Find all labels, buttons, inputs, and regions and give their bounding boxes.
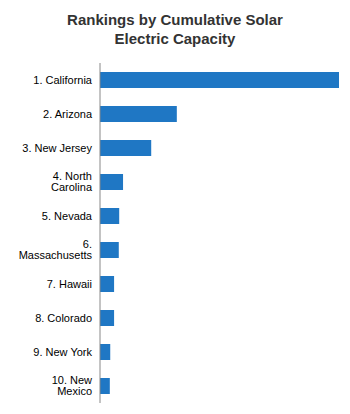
svg-text:10. NewMexico: 10. NewMexico [52, 374, 92, 397]
svg-text:9. New York: 9. New York [33, 346, 92, 358]
svg-text:3. New Jersey: 3. New Jersey [22, 142, 92, 154]
html-text:Rankings by Cumulative Solar E: Rankings by Cumulative Solar Electric Ca… [67, 11, 283, 47]
svg-text:4. NorthCarolina: 4. NorthCarolina [51, 170, 93, 193]
svg-text:8. Colorado: 8. Colorado [35, 312, 92, 324]
svg-text:6.Massachusetts: 6.Massachusetts [19, 238, 93, 261]
svg-text:1. California: 1. California [33, 74, 93, 86]
svg-text:7. Hawaii: 7. Hawaii [47, 278, 92, 290]
svg-text:5. Nevada: 5. Nevada [42, 210, 93, 222]
svg-text:2. Arizona: 2. Arizona [43, 108, 93, 120]
